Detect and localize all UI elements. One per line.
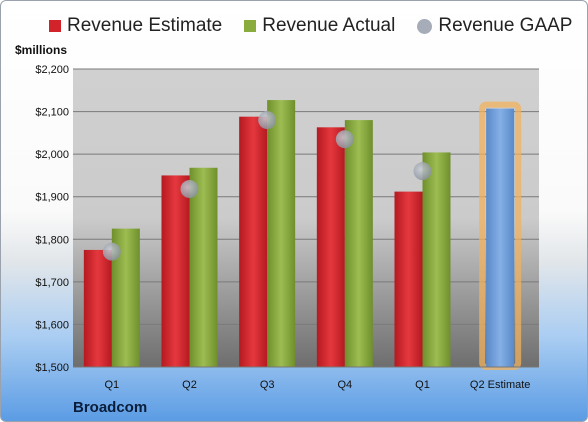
y-tick-label: $1,600 [35,319,69,331]
y-tick-label: $2,200 [35,64,69,76]
legend-item-actual: Revenue Actual [244,15,395,37]
bar-revenue-estimate [239,116,268,368]
bar-revenue-estimate [394,191,423,367]
bar-revenue-actual [344,120,373,367]
x-tick-label: Q2 Estimate [470,379,531,391]
bar-forecast-estimate [486,108,515,367]
legend-label-estimate: Revenue Estimate [67,15,223,36]
y-axis-unit-label: $millions [15,43,68,57]
legend-swatch-actual [244,20,257,32]
plot-background [73,69,539,367]
x-tick-label: Q3 [260,379,275,391]
dot-revenue-gaap [102,242,121,261]
y-tick-label: $2,000 [35,149,69,161]
x-tick-label: Q4 [337,379,352,391]
bar-revenue-actual [267,100,296,367]
legend-swatch-estimate [49,20,61,32]
bar-revenue-actual [189,167,218,367]
dot-revenue-gaap [258,111,277,130]
legend-swatch-gaap [417,18,433,34]
bar-revenue-actual [422,152,451,367]
dot-revenue-gaap [413,162,432,181]
dot-revenue-gaap [180,180,199,199]
bar-revenue-estimate [83,249,112,367]
dot-revenue-gaap [335,130,354,149]
x-tick-label: Q1 [415,379,430,391]
bar-revenue-estimate [161,175,190,367]
y-tick-label: $2,100 [35,107,69,119]
x-tick-label: Q2 [182,379,197,391]
company-name: Broadcom [73,399,148,416]
y-tick-label: $1,900 [35,192,69,204]
legend-label-actual: Revenue Actual [262,15,396,36]
legend: Revenue Estimate Revenue Actual Revenue … [49,15,572,37]
y-tick-label: $1,800 [35,234,69,246]
legend-label-gaap: Revenue GAAP [438,15,573,36]
y-tick-label: $1,500 [35,362,69,374]
bar-revenue-estimate [316,127,345,367]
y-tick-label: $1,700 [35,277,69,289]
legend-item-estimate: Revenue Estimate [49,15,222,37]
legend-item-gaap: Revenue GAAP [417,15,572,37]
x-tick-label: Q1 [104,379,119,391]
